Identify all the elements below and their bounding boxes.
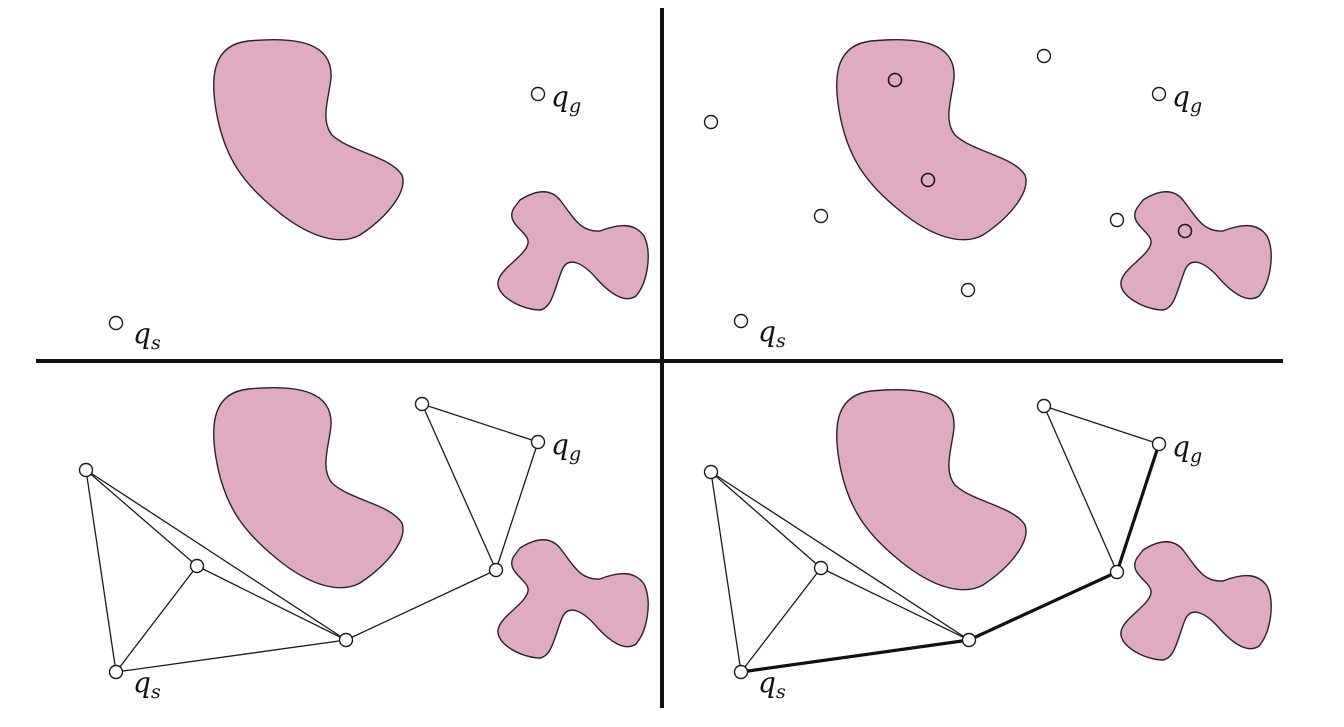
roadmap-edge <box>1043 405 1118 573</box>
start-node <box>733 664 749 680</box>
roadmap-node <box>961 632 977 648</box>
rejected-sample-node <box>1177 223 1193 239</box>
roadmap-node <box>189 558 205 574</box>
roadmap-edge <box>740 567 822 673</box>
roadmap-edges <box>85 403 539 673</box>
obstacle-kidney <box>212 386 404 589</box>
roadmap-edge <box>1043 405 1160 445</box>
obstacle-kidney <box>835 388 1027 591</box>
roadmap-node <box>488 562 504 578</box>
sample-node <box>1109 212 1125 228</box>
roadmap-edge <box>421 403 497 571</box>
obstacle-cross <box>497 539 649 659</box>
obstacle-cross <box>1120 191 1272 311</box>
goal-node <box>1151 86 1167 102</box>
start-label: qs <box>758 666 786 703</box>
roadmap-edge <box>710 471 742 673</box>
roadmap-edge <box>710 471 822 569</box>
start-node <box>108 664 124 680</box>
roadmap-node <box>1109 564 1125 580</box>
path-edge <box>967 570 1119 642</box>
roadmap-node <box>703 464 719 480</box>
goal-node <box>530 434 546 450</box>
panel-path: qs qg <box>703 388 1272 703</box>
roadmap-edge <box>710 471 970 641</box>
panel-free-space: qs qg <box>108 38 649 354</box>
obstacle-kidney <box>835 38 1027 241</box>
panel-roadmap: qs qg <box>78 386 649 703</box>
goal-node <box>1151 436 1167 452</box>
roadmap-node <box>813 560 829 576</box>
roadmap-edge <box>115 639 347 673</box>
roadmap-edge <box>85 469 347 641</box>
start-node <box>108 315 124 331</box>
goal-label: qg <box>1172 430 1202 467</box>
obstacle-kidney <box>212 38 404 241</box>
roadmap-edge <box>495 441 539 571</box>
roadmap-edge <box>85 469 198 567</box>
obstacle-cross <box>497 191 649 311</box>
rejected-sample-node <box>887 72 903 88</box>
goal-node <box>530 86 546 102</box>
roadmap-node <box>1036 398 1052 414</box>
path-edge <box>1115 442 1161 574</box>
roadmap-edge <box>85 469 117 673</box>
path-edge <box>739 638 971 674</box>
start-label: qs <box>133 666 161 703</box>
solution-path <box>739 442 1161 674</box>
goal-label: qg <box>1172 80 1202 117</box>
goal-label: qg <box>551 428 581 465</box>
sample-node <box>703 114 719 130</box>
sample-node <box>813 208 829 224</box>
panel-sampling: qs qg <box>703 38 1272 352</box>
obstacle-cross <box>1120 541 1272 661</box>
roadmap-edge <box>345 569 497 641</box>
roadmap-edge <box>421 403 539 443</box>
goal-label: qg <box>551 80 581 117</box>
sample-node <box>960 282 976 298</box>
rejected-sample-node <box>920 172 936 188</box>
start-label: qs <box>133 317 161 354</box>
start-label: qs <box>758 315 786 352</box>
roadmap-node <box>414 396 430 412</box>
roadmap-node <box>338 632 354 648</box>
roadmap-edge <box>820 567 970 641</box>
roadmap-node <box>78 462 94 478</box>
start-node <box>733 313 749 329</box>
roadmap-edge <box>115 565 198 673</box>
sample-node <box>1036 48 1052 64</box>
roadmap-edge <box>196 565 347 641</box>
roadmap-edges <box>710 405 1160 673</box>
